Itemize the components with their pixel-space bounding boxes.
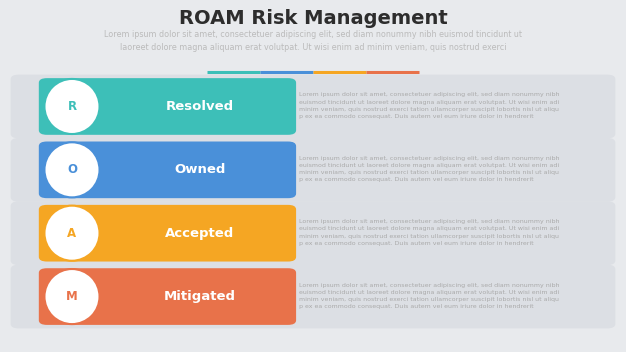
Text: M: M: [66, 290, 78, 303]
FancyBboxPatch shape: [39, 268, 296, 325]
FancyBboxPatch shape: [11, 201, 615, 265]
FancyBboxPatch shape: [39, 205, 296, 262]
Ellipse shape: [44, 79, 100, 134]
FancyBboxPatch shape: [11, 75, 615, 138]
Text: Accepted: Accepted: [165, 227, 235, 240]
FancyBboxPatch shape: [39, 142, 296, 198]
Text: R: R: [68, 100, 76, 113]
FancyBboxPatch shape: [11, 138, 615, 202]
Text: Lorem ipsum dolor sit amet, consectetuer adipiscing elit, sed diam nonummy nibh
: Lorem ipsum dolor sit amet, consectetuer…: [299, 156, 560, 182]
Text: Resolved: Resolved: [166, 100, 234, 113]
Ellipse shape: [44, 269, 100, 324]
Text: A: A: [68, 227, 76, 240]
Text: ROAM Risk Management: ROAM Risk Management: [178, 9, 448, 28]
FancyBboxPatch shape: [39, 78, 296, 135]
Text: Lorem ipsum dolor sit amet, consectetuer adipiscing elit, sed diam nonummy nibh
: Lorem ipsum dolor sit amet, consectetuer…: [299, 283, 560, 309]
Text: Owned: Owned: [174, 163, 226, 176]
Text: O: O: [67, 163, 77, 176]
Text: Lorem ipsum dolor sit amet, consectetuer adipiscing elit, sed diam nonummy nibh
: Lorem ipsum dolor sit amet, consectetuer…: [299, 219, 560, 246]
Ellipse shape: [44, 206, 100, 261]
FancyBboxPatch shape: [11, 265, 615, 328]
Text: Lorem ipsum dolor sit amet, consectetuer adipiscing elit, sed diam nonummy nibh : Lorem ipsum dolor sit amet, consectetuer…: [104, 30, 522, 52]
Text: Mitigated: Mitigated: [164, 290, 236, 303]
Text: Lorem ipsum dolor sit amet, consectetuer adipiscing elit, sed diam nonummy nibh
: Lorem ipsum dolor sit amet, consectetuer…: [299, 93, 560, 119]
Ellipse shape: [44, 142, 100, 197]
